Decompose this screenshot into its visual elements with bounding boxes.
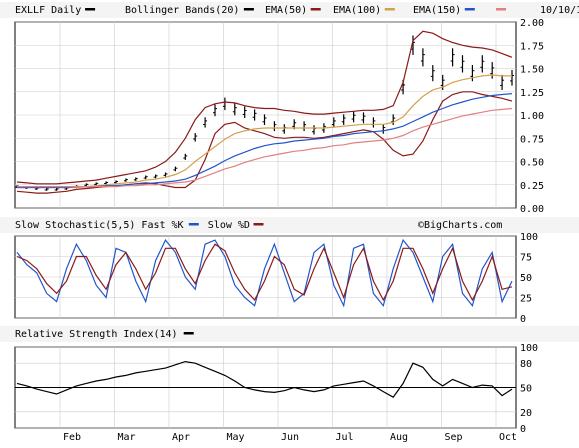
y-tick-1-1: 25 <box>520 294 532 305</box>
y-tick-2-3: 80 <box>520 359 532 370</box>
legend-swatch-2 <box>310 8 321 11</box>
legend-swatch-5 <box>496 8 506 11</box>
legend-label-4: EMA(150) <box>413 5 461 16</box>
y-tick-0-0: 0.00 <box>520 204 544 215</box>
y-tick-0-2: 0.50 <box>520 158 544 169</box>
watermark: ©BigCharts.com <box>418 220 502 231</box>
series-line-1-1 <box>16 243 513 302</box>
y-tick-0-7: 1.75 <box>520 41 544 52</box>
x-tick-6: Aug <box>390 432 408 443</box>
legend-label-1: Bollinger Bands(20) <box>125 5 239 16</box>
y-tick-0-4: 1.00 <box>520 111 544 122</box>
y-tick-0-3: 0.75 <box>520 134 544 145</box>
series-line-0-1 <box>16 30 513 185</box>
y-tick-2-4: 100 <box>520 343 538 354</box>
y-tick-0-1: 0.25 <box>520 181 544 192</box>
rsi-title: Relative Strength Index(14) <box>15 329 178 340</box>
y-tick-2-1: 20 <box>520 408 532 419</box>
slow-d-swatch <box>253 223 264 226</box>
legend-swatch-1 <box>243 8 254 11</box>
legend-label-0: EXLLF Daily <box>15 5 81 16</box>
stochastic-title: Slow Stochastic(5,5) Fast %K <box>15 220 184 231</box>
y-tick-2-0: 0 <box>520 424 526 435</box>
series-line-2-0 <box>16 360 513 398</box>
x-tick-8: Oct <box>499 432 517 443</box>
x-tick-4: Jun <box>281 432 299 443</box>
x-tick-3: May <box>227 432 245 443</box>
legend-label-2: EMA(50) <box>265 5 307 16</box>
series-line-0-3 <box>17 74 512 189</box>
price-header-bar <box>0 2 579 18</box>
date-label: 10/10/16 <box>540 5 579 16</box>
x-tick-2: Apr <box>172 432 190 443</box>
fast-k-swatch <box>188 223 199 226</box>
y-tick-0-8: 2.00 <box>520 18 544 29</box>
x-tick-7: Sep <box>445 432 463 443</box>
y-tick-1-2: 50 <box>520 273 532 284</box>
legend-swatch-3 <box>384 8 395 11</box>
series-line-0-5 <box>17 107 513 188</box>
slow-d-label: Slow %D <box>208 220 250 231</box>
series-line-1-0 <box>16 238 513 308</box>
rsi-header-bar <box>0 326 579 342</box>
x-tick-1: Mar <box>118 432 136 443</box>
y-tick-1-4: 100 <box>520 232 538 243</box>
y-tick-1-3: 75 <box>520 253 532 264</box>
rsi-swatch <box>183 332 194 335</box>
y-tick-0-5: 1.25 <box>520 88 544 99</box>
y-tick-2-2: 50 <box>520 384 532 395</box>
y-tick-1-0: 0 <box>520 314 526 325</box>
legend-swatch-0 <box>85 8 96 11</box>
x-tick-5: Jul <box>336 432 354 443</box>
legend-label-3: EMA(100) <box>333 5 381 16</box>
stochastic-header-bar <box>0 217 579 233</box>
x-tick-0: Feb <box>63 432 81 443</box>
legend-swatch-4 <box>464 8 475 11</box>
y-tick-0-6: 1.50 <box>520 65 544 76</box>
